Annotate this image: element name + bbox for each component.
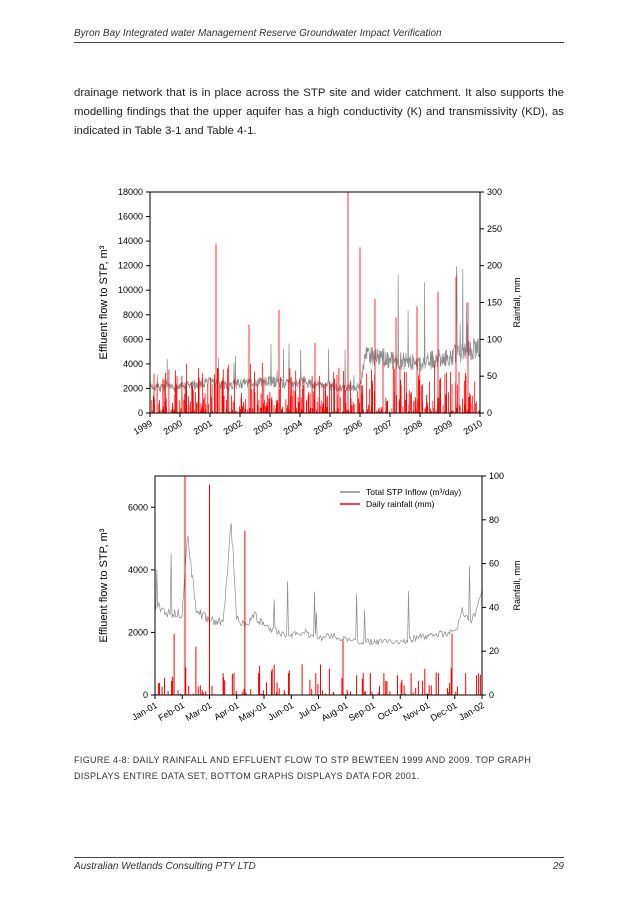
body-paragraph: drainage network that is in place across…	[74, 87, 564, 137]
y-tick-label: 4000	[123, 359, 143, 369]
y2-tick-label: 20	[489, 646, 499, 656]
flow-series-line	[154, 523, 483, 646]
y-tick-label: 6000	[128, 502, 148, 512]
legend-label: Total STP Inflow (m³/day)	[366, 487, 461, 497]
x-tick-label: 2009	[432, 418, 454, 437]
y2-tick-label: 40	[489, 602, 499, 612]
x-tick-label: Oct-01	[376, 700, 404, 722]
x-tick-label: Nov-01	[401, 700, 431, 723]
y-tick-label: 2000	[128, 627, 148, 637]
x-tick-label: Jan-02	[457, 700, 486, 722]
y-tick-label: 0	[138, 408, 143, 418]
y2-tick-label: 200	[487, 261, 502, 271]
y2-tick-label: 50	[487, 371, 497, 381]
x-tick-label: Jun-01	[266, 700, 295, 722]
x-tick-label: 2005	[312, 418, 334, 437]
y-tick-label: 14000	[118, 236, 143, 246]
y2-axis-title: Rainfall, mm	[512, 277, 522, 327]
x-tick-label: Mar-01	[184, 700, 214, 723]
x-tick-label: 1999	[132, 418, 154, 437]
x-tick-label: Jul-01	[296, 700, 322, 721]
x-tick-label: 2002	[222, 418, 244, 437]
x-tick-label: Apr-01	[212, 700, 240, 722]
x-tick-label: 2006	[342, 418, 364, 437]
page-footer: Australian Wetlands Consulting PTY LTD 2…	[74, 857, 564, 872]
x-tick-label: Aug-01	[320, 700, 350, 723]
x-tick-label: Dec-01	[429, 700, 459, 723]
x-tick-label: Sep-01	[347, 700, 377, 723]
y2-tick-label: 100	[489, 471, 504, 481]
y-tick-label: 10000	[118, 285, 143, 295]
y-tick-label: 18000	[118, 187, 143, 197]
x-tick-label: Feb-01	[157, 700, 187, 723]
y-tick-label: 0	[143, 690, 148, 700]
y2-axis-title: Rainfall, mm	[512, 560, 522, 610]
y2-tick-label: 250	[487, 224, 502, 234]
x-tick-label: 2000	[162, 418, 184, 437]
y-tick-label: 6000	[123, 334, 143, 344]
header-title: Byron Bay Integrated water Management Re…	[74, 28, 442, 39]
y-tick-label: 4000	[128, 565, 148, 575]
x-tick-label: 2008	[402, 418, 424, 437]
x-tick-label: 2007	[372, 418, 394, 437]
y2-tick-label: 300	[487, 187, 502, 197]
y-tick-label: 16000	[118, 212, 143, 222]
y2-tick-label: 60	[489, 559, 499, 569]
chart-2001: 0 2000 4000 6000 0 20 40 60 80 100 Jan-01Feb-01Mar…	[98, 471, 522, 724]
x-tick-label: 2003	[252, 418, 274, 437]
page-header: Byron Bay Integrated water Management Re…	[74, 28, 564, 43]
y-tick-label: 2000	[123, 383, 143, 393]
y-axis-title: Effluent flow to STP, m³	[98, 528, 110, 642]
y-axis-title: Effluent flow to STP, m³	[98, 245, 110, 359]
y-tick-label: 8000	[123, 310, 143, 320]
y2-tick-label: 80	[489, 515, 499, 525]
y-tick-label: 12000	[118, 261, 143, 271]
y2-tick-label: 0	[489, 690, 494, 700]
rainfall-series-bars	[149, 192, 480, 413]
x-tick-label: 2010	[462, 418, 484, 437]
legend-label: Daily rainfall (mm)	[366, 499, 435, 509]
chart-1999-2009: 0200040006000800010000120001400016000180…	[98, 187, 522, 437]
x-tick-label: May-01	[237, 700, 268, 724]
x-tick-label: Jan-01	[130, 700, 159, 722]
page-number: 29	[552, 861, 564, 872]
footer-company: Australian Wetlands Consulting PTY LTD	[74, 861, 256, 872]
figure-caption: FIGURE 4-8: DAILY RAINFALL AND EFFLUENT …	[74, 755, 532, 781]
x-tick-label: 2004	[282, 418, 304, 437]
y2-tick-label: 150	[487, 298, 502, 308]
x-tick-label: 2001	[192, 418, 214, 437]
y2-tick-label: 100	[487, 334, 502, 344]
y2-tick-label: 0	[487, 408, 492, 418]
